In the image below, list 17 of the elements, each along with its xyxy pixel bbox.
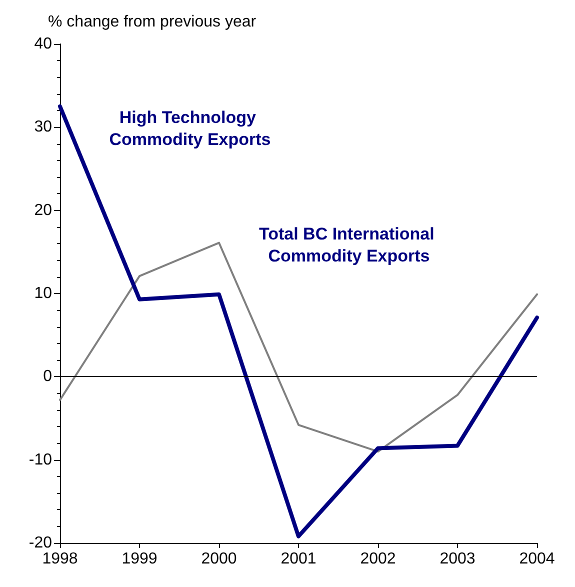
y-tick-label: -10 — [28, 451, 52, 468]
y-tick-label: 10 — [34, 285, 52, 302]
x-tick-label: 2000 — [201, 550, 237, 568]
x-tick-label: 2003 — [440, 550, 476, 568]
x-tick-label: 1998 — [42, 550, 78, 568]
y-tick-label: 40 — [34, 36, 52, 52]
y-tick-label: -20 — [28, 534, 52, 552]
x-tick-label: 1999 — [122, 550, 158, 568]
y-tick-label: 30 — [34, 118, 52, 136]
x-tick-label: 2004 — [519, 550, 555, 568]
y-tick-label: 20 — [34, 202, 52, 219]
x-tick-label: 2002 — [360, 550, 396, 568]
series-label: High Technology Commodity Exports — [109, 108, 271, 149]
y-tick-label: 0 — [43, 368, 52, 386]
y-axis-title: % change from previous year — [48, 14, 257, 30]
x-tick-label: 2001 — [280, 550, 316, 568]
series-label: Total BC International Commodity Exports — [258, 224, 440, 266]
